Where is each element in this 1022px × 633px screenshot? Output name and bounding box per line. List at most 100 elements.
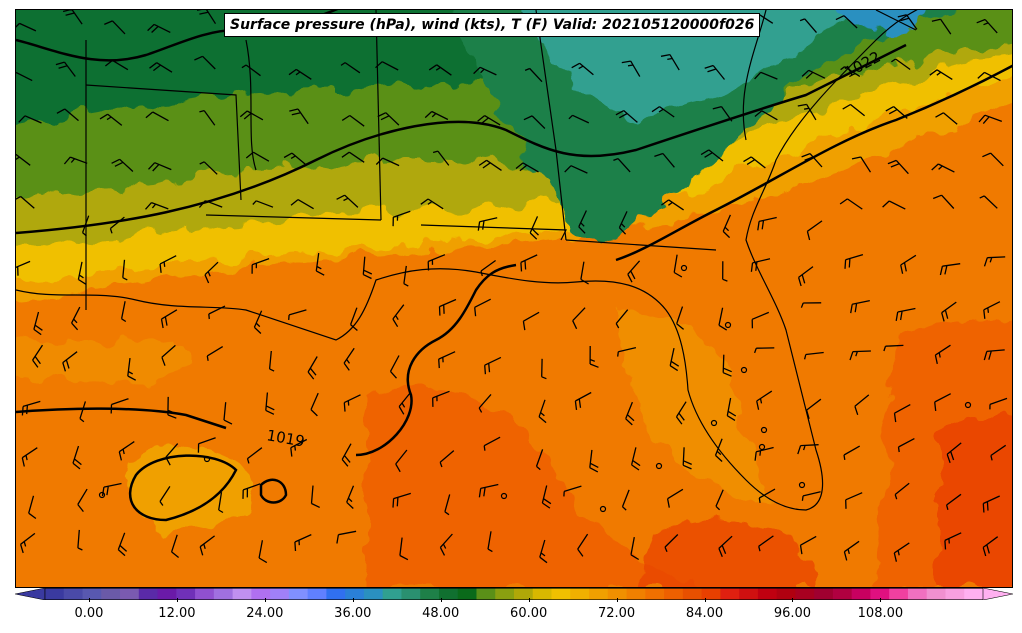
wind-barb-icon [474,298,491,317]
wind-barb-icon [258,540,268,564]
wind-barb-icon [990,444,1007,461]
colorbar-segment [345,588,365,600]
wind-barb-icon [55,61,76,77]
wind-barb-icon [477,115,501,126]
colorbar-segment [926,588,946,600]
wind-barb-icon [806,220,823,241]
colorbar-segment [382,588,402,600]
state-border-4 [375,10,382,221]
colorbar-segment [607,588,628,600]
wind-barb-icon [934,344,951,365]
wind-barb-icon [615,110,638,123]
colorbar-tick-mark [264,598,266,602]
wind-barb-icon [206,346,224,361]
wind-barb-icon [722,214,731,239]
wind-barb-icon [743,156,766,169]
wind-barb-icon [664,534,679,552]
wind-barb-icon [104,20,126,35]
wind-barb-icon [77,261,87,285]
wind-barb-icon [758,488,776,504]
colorbar-tick-label: 36.00 [334,606,372,621]
colorbar-tick-label: 48.00 [422,606,460,621]
colorbar-tick-label: 0.00 [74,606,104,621]
colorbar-tick-mark [88,598,90,602]
wind-barb-icon [208,305,226,320]
wind-barb-icon [310,392,319,417]
wind-barb-icon [72,445,82,470]
wind-barb-icon [245,151,270,162]
wind-barb-icon [99,113,123,126]
wind-barb-icon [204,261,219,284]
wind-barb-icon [283,152,307,166]
wind-barb-icon [630,536,640,561]
wind-barb-icon [893,542,910,562]
wind-barb-icon [714,438,723,462]
wind-barb-icon [341,114,365,127]
wind-barb-icon [111,158,134,172]
wind-barb-icon [978,114,1003,125]
wind-barb-icon [21,447,38,467]
colorbar-segment [851,588,871,600]
colorbar-segment [664,588,684,600]
wind-barb-icon [539,539,548,564]
wind-barb-icon [71,306,81,331]
colorbar-segment [795,588,815,600]
wind-barb-icon [726,397,737,421]
wind-barb-icon [613,157,631,173]
wind-barb-icon [346,485,355,509]
wind-barb-icon [432,150,450,166]
colorbar-segment [870,588,890,600]
wind-barb-icon [522,311,540,331]
colorbar-tick-mark [616,598,618,602]
wind-barb-icon [541,358,547,380]
wind-barb-icon [627,260,641,283]
colorbar-segment [157,588,177,600]
wind-barb-icon [424,110,449,121]
wind-barb-icon [343,394,361,412]
state-border-6 [565,239,717,251]
wind-barb-icon [799,535,817,555]
wind-barb-icon [758,535,774,552]
wind-barb-icon [712,105,733,122]
colorbar-segment [532,588,553,600]
wind-barb-icon [944,532,962,550]
wind-barb-icon [538,399,547,424]
wind-barb-icon [340,62,361,74]
colorbar-tick-mark [792,598,794,602]
wind-barb-icon [704,64,726,80]
wind-barb-icon [343,347,355,371]
wind-barb-icon [218,492,224,514]
wind-barb-icon [753,347,775,354]
colorbar-segment [945,588,965,600]
wind-barb-icon [167,396,177,419]
wind-barb-icon [673,254,683,278]
wind-barb-icon [392,210,411,227]
wind-barb-icon [145,201,169,210]
wind-barb-icon [893,404,911,423]
wind-barb-icon [845,492,863,509]
wind-barb-icon [377,112,400,126]
wind-barb-icon [239,110,264,121]
wind-barb-icon [242,483,261,499]
colorbar-segment [551,588,571,600]
wind-barb-icon [268,350,275,372]
colorbar-segment [514,588,534,600]
wind-barb-icon [895,307,916,322]
colorbar-tick-label: 24.00 [246,606,284,621]
colorbar-segment [626,588,646,600]
colorbar-segment [401,588,421,600]
wind-barb-icon [564,165,588,174]
wind-barb-icon [336,194,359,208]
wind-barb-icon [110,398,129,414]
wind-barb-icon [887,159,909,175]
wind-barb-icon [241,64,261,77]
wind-barb-icon [16,22,37,32]
wind-barb-icon [246,447,263,464]
colorbar-tick-label: 96.00 [773,606,812,621]
wind-barb-icon [290,199,314,210]
wind-barb-icon [805,398,822,419]
wind-barb-icon [700,149,724,162]
colorbar-tick-mark [704,598,706,602]
wind-barb-icon [946,442,962,464]
wind-barb-icon [800,302,822,308]
